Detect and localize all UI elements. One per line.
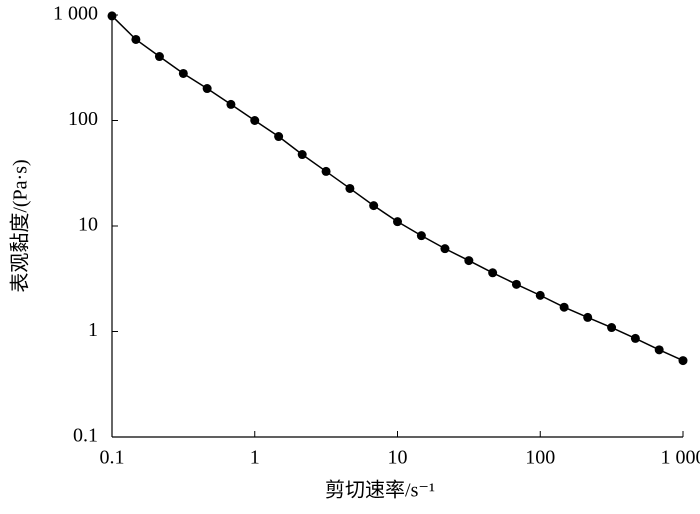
y-tick-label: 1 000 (53, 3, 98, 25)
y-tick-label: 1 (88, 319, 98, 341)
data-point (203, 84, 212, 93)
data-point (226, 100, 235, 109)
x-tick-label: 1 000 (661, 447, 700, 469)
data-point (512, 280, 521, 289)
data-point (131, 35, 140, 44)
data-point (298, 150, 307, 159)
data-point (440, 244, 449, 253)
data-point (369, 201, 378, 210)
data-point (274, 132, 283, 141)
data-point (417, 231, 426, 240)
data-point (250, 116, 259, 125)
data-point (560, 303, 569, 312)
data-point (679, 356, 688, 365)
data-point (155, 52, 164, 61)
data-point (345, 184, 354, 193)
data-point (607, 323, 616, 332)
x-tick-label: 0.1 (100, 447, 125, 469)
data-point (583, 313, 592, 322)
y-axis-label: 表观黏度/(Pa·s) (9, 159, 32, 292)
data-point (322, 167, 331, 176)
data-point (536, 291, 545, 300)
data-point (631, 334, 640, 343)
x-tick-label: 10 (388, 447, 408, 469)
data-point (393, 217, 402, 226)
y-tick-label: 100 (68, 108, 98, 130)
data-point (655, 345, 664, 354)
data-point (108, 11, 117, 20)
y-tick-label: 0.1 (73, 425, 98, 447)
y-tick-label: 10 (78, 214, 98, 236)
data-point (464, 256, 473, 265)
x-tick-label: 1 (250, 447, 260, 469)
data-point (488, 268, 497, 277)
series-line (112, 16, 683, 361)
x-tick-label: 100 (525, 447, 555, 469)
data-point (179, 69, 188, 78)
x-axis-label: 剪切速率/s⁻¹ (325, 479, 435, 502)
